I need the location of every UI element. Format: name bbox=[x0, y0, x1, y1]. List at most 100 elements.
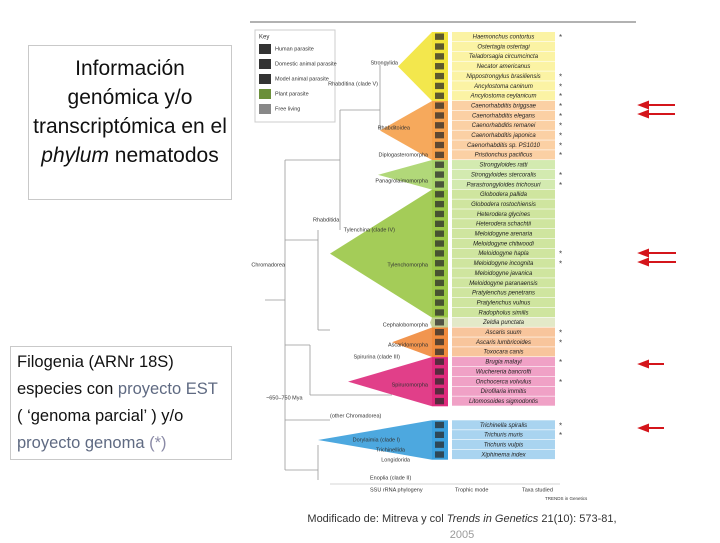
species-cell bbox=[452, 337, 555, 347]
species-name: Strongyloides ratti bbox=[479, 163, 528, 169]
trophic-icon bbox=[435, 141, 444, 149]
species-cell bbox=[452, 386, 555, 396]
species-cell bbox=[452, 150, 555, 160]
key-label: Plant parasite bbox=[275, 91, 309, 97]
species-name: Dirofilaria immitis bbox=[481, 389, 527, 395]
species-cell bbox=[452, 288, 555, 298]
species-name: Litomosoides sigmodontis bbox=[469, 399, 538, 405]
trophic-icon bbox=[435, 388, 444, 395]
clade-label: ~650–750 Mya bbox=[266, 395, 303, 401]
species-cell bbox=[452, 430, 555, 440]
clade-triangle bbox=[398, 32, 432, 101]
text-segment: 2005 bbox=[449, 529, 475, 541]
species-cell bbox=[452, 199, 555, 209]
species-cell bbox=[452, 160, 555, 170]
species-name: Meloidogyne paranaensis bbox=[469, 281, 537, 287]
genome-mark: * bbox=[559, 33, 562, 42]
species-cell bbox=[452, 440, 555, 450]
species-name: Meloidogyne chitwoodi bbox=[473, 241, 534, 247]
species-name: Brugia malayi bbox=[485, 360, 522, 366]
species-cell bbox=[452, 376, 555, 386]
genome-mark: * bbox=[559, 260, 562, 269]
trophic-icon bbox=[435, 181, 444, 188]
clade-triangle bbox=[348, 357, 432, 407]
figure-footer: Taxa studied bbox=[522, 487, 553, 493]
genome-mark: * bbox=[559, 92, 562, 101]
genome-mark: * bbox=[559, 250, 562, 259]
species-cell bbox=[452, 120, 555, 130]
species-name: Caenorhabditis remanei bbox=[472, 123, 536, 129]
species-cell bbox=[452, 317, 555, 327]
text-segment: phylum bbox=[41, 144, 109, 167]
trophic-icon bbox=[435, 220, 444, 227]
species-name: Strongyloides stercoralis bbox=[471, 172, 536, 178]
trophic-icon bbox=[435, 309, 444, 316]
text-segment: proyecto EST bbox=[117, 380, 218, 398]
species-name: Parastrongyloides trichosuri bbox=[466, 182, 541, 188]
trophic-band bbox=[432, 100, 448, 161]
species-name: Xiphinema index bbox=[480, 452, 526, 458]
trophic-icon bbox=[435, 319, 444, 326]
species-name: Ostertagia ostertagi bbox=[477, 44, 530, 50]
species-name: Pristionchus pacificus bbox=[475, 153, 533, 159]
species-cell bbox=[452, 297, 555, 308]
trophic-icon bbox=[435, 421, 444, 429]
trophic-icon bbox=[435, 191, 444, 198]
clade-triangle bbox=[380, 100, 432, 161]
legend-box: Filogenia (ARNr 18S) especies con proyec… bbox=[10, 346, 232, 460]
species-cell bbox=[452, 32, 555, 42]
trophic-icon bbox=[435, 132, 444, 139]
trophic-icon bbox=[435, 33, 444, 40]
clade-triangle bbox=[392, 327, 432, 358]
trophic-icon bbox=[435, 289, 444, 296]
species-cell bbox=[452, 420, 555, 430]
species-cell bbox=[452, 357, 555, 367]
key-icon bbox=[259, 44, 271, 54]
species-name: Trichuris vulpis bbox=[484, 443, 524, 449]
species-name: Globodera rostochiensis bbox=[471, 202, 536, 208]
species-name: Pratylenchus vulnus bbox=[477, 300, 531, 306]
text-segment: nematodos bbox=[108, 144, 219, 167]
species-name: Ancylostoma ceylanicum bbox=[469, 94, 536, 100]
species-cell bbox=[452, 91, 555, 101]
clade-label: Rhabditina (clade V) bbox=[328, 81, 378, 87]
trophic-icon bbox=[435, 250, 444, 257]
species-name: Onchocerca volvulus bbox=[476, 379, 532, 385]
species-cell bbox=[452, 140, 555, 150]
genome-mark: * bbox=[559, 358, 562, 367]
species-cell bbox=[452, 449, 555, 460]
key-icon bbox=[259, 74, 271, 84]
species-name: Nippostrongylus brasiliensis bbox=[466, 74, 540, 80]
trophic-icon bbox=[435, 451, 444, 458]
species-name: Meloidogyne incognita bbox=[474, 261, 534, 267]
species-cell bbox=[452, 71, 555, 81]
trophic-icon bbox=[435, 171, 444, 178]
clade-label: Strongylida bbox=[370, 60, 398, 66]
clade-triangle bbox=[330, 189, 432, 318]
clade-label: Dorylaimia (clade I) bbox=[353, 437, 401, 443]
key-label: Model animal parasite bbox=[275, 76, 329, 82]
key-title: Key bbox=[259, 35, 269, 41]
trophic-icon bbox=[435, 329, 444, 336]
species-name: Ascaris lumbricoides bbox=[475, 340, 531, 346]
species-name: Toxocara canis bbox=[483, 350, 523, 356]
species-name: Necator americanus bbox=[477, 64, 531, 70]
species-cell bbox=[452, 307, 555, 318]
trophic-icon bbox=[435, 441, 444, 448]
clade-label: Rhabditoidea bbox=[378, 125, 411, 131]
genome-mark: * bbox=[559, 151, 562, 160]
caption: Modificado de: Mitreva y col Trends in G… bbox=[300, 511, 624, 543]
genome-mark: * bbox=[559, 132, 562, 141]
trophic-icon bbox=[435, 72, 444, 80]
trophic-icon bbox=[435, 82, 444, 90]
species-cell bbox=[452, 366, 555, 377]
species-name: Globodera pallida bbox=[480, 192, 528, 198]
genome-mark: * bbox=[559, 112, 562, 121]
species-cell bbox=[452, 238, 555, 249]
trophic-icon bbox=[435, 348, 444, 356]
species-name: Ancylostoma caninum bbox=[473, 84, 533, 90]
species-cell bbox=[452, 268, 555, 278]
genome-mark: * bbox=[559, 181, 562, 190]
genome-mark: * bbox=[559, 141, 562, 150]
